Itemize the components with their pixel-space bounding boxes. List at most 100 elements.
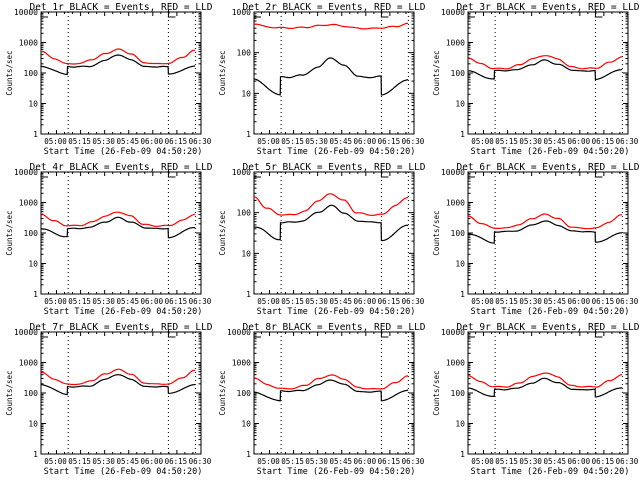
x-tick-label: 05:00 [471,457,494,466]
x-tick-label: 06:15 [592,297,615,306]
y-tick-label: 10 [455,420,465,429]
x-tick-label: 06:30 [189,297,212,306]
x-tick-label: 05:30 [519,457,542,466]
detector-panel: Det 6r BLACK = Events, RED = LLD 1 10 100 10… [432,162,640,317]
y-tick-label: 10000 [14,328,38,337]
panel-title: Det 2r BLACK = Events, RED = LLD [242,2,425,13]
x-tick-label: 05:15 [68,297,91,306]
events-series-line [40,216,196,239]
y-tick-label: 1 [246,130,251,139]
flag-trace [380,170,389,178]
panel-title: Det 4r BLACK = Events, RED = LLD [29,162,212,173]
x-tick-label: 05:45 [116,137,139,146]
y-tick-label: 1000 [446,39,465,48]
plot-frame [253,11,415,135]
x-tick-label: 05:45 [329,457,352,466]
x-axis-label: Start Time (26-Feb-09 04:50:20) [44,147,203,157]
x-axis-label: Start Time (26-Feb-09 04:50:20) [44,307,203,317]
events-series-line [467,220,623,244]
flag-trace [380,10,389,18]
flag-trace [167,10,176,18]
y-tick-label: 100 [24,229,39,238]
x-tick-label: 06:00 [141,137,164,146]
x-tick-label: 06:00 [354,457,377,466]
panel-title: Det 6r BLACK = Events, RED = LLD [456,162,639,173]
x-tick-label: 05:15 [495,457,518,466]
x-tick-label: 06:00 [568,137,591,146]
x-tick-label: 06:15 [165,297,188,306]
y-tick-label: 10000 [441,328,465,337]
y-tick-label: 100 [237,389,252,398]
y-axis-label: Counts/sec [432,370,441,415]
x-tick-label: 06:30 [402,457,425,466]
panel-title: Det 7r BLACK = Events, RED = LLD [29,322,212,333]
x-tick-label: 06:00 [141,457,164,466]
detector-panel: Det 3r BLACK = Events, RED = LLD 1 10 100 10… [432,2,640,157]
events-series-line [468,59,623,81]
x-tick-label: 06:15 [592,137,615,146]
events-series-line [253,57,409,96]
y-tick-label: 1000 [19,199,38,208]
y-tick-label: 10000 [227,328,251,337]
panel-title: Det 1r BLACK = Events, RED = LLD [29,2,212,13]
x-tick-label: 06:30 [189,137,212,146]
x-tick-label: 06:15 [592,457,615,466]
x-tick-label: 05:00 [44,297,67,306]
events-series-line [253,379,409,402]
y-tick-label: 100 [451,69,466,78]
lld-series-line [253,193,409,217]
x-tick-label: 05:00 [44,457,67,466]
panel-title: Det 5r BLACK = Events, RED = LLD [242,162,425,173]
lld-series-line [40,211,196,227]
x-tick-label: 05:45 [543,457,566,466]
x-axis-label: Start Time (26-Feb-09 04:50:20) [471,307,630,317]
x-tick-label: 06:00 [354,137,377,146]
x-tick-label: 06:30 [616,137,639,146]
plot-frame [253,331,415,455]
y-tick-label: 100 [24,389,39,398]
plot-frame [467,171,629,295]
y-tick-label: 1000 [232,359,251,368]
panel-title: Det 8r BLACK = Events, RED = LLD [242,322,425,333]
x-tick-label: 06:00 [354,297,377,306]
x-tick-label: 05:15 [68,137,91,146]
x-tick-label: 05:15 [281,457,304,466]
x-tick-label: 05:45 [543,137,566,146]
x-tick-label: 06:15 [378,457,401,466]
x-tick-label: 06:30 [402,137,425,146]
y-tick-label: 10 [28,420,38,429]
x-tick-label: 05:30 [305,297,328,306]
x-tick-label: 05:15 [495,137,518,146]
y-tick-label: 1000 [232,8,251,17]
events-series-line [40,54,196,76]
x-tick-label: 05:00 [471,297,494,306]
detector-panel: Det 4r BLACK = Events, RED = LLD 1 10 100 10… [5,162,213,317]
y-tick-label: 10 [28,260,38,269]
events-series-line [253,204,409,242]
y-tick-label: 1 [33,130,38,139]
flag-trace [594,330,603,338]
x-tick-label: 05:30 [92,297,115,306]
detector-panel: Det 1r BLACK = Events, RED = LLD 1 10 100 10… [5,2,213,157]
y-tick-label: 1 [246,290,251,299]
x-tick-label: 06:00 [568,457,591,466]
events-series-line [468,377,623,398]
y-axis-label: Counts/sec [5,210,14,255]
y-axis-label: Counts/sec [5,370,14,415]
y-tick-label: 10 [241,89,251,98]
detector-panel: Det 7r BLACK = Events, RED = LLD 1 10 100 10… [5,322,213,477]
y-tick-label: 10 [241,249,251,258]
detector-panel: Det 2r BLACK = Events, RED = LLD 1 10 100 10… [218,2,426,157]
y-tick-label: 1 [246,450,251,459]
lld-series-line [253,22,409,30]
y-tick-label: 1 [460,450,465,459]
x-tick-label: 05:00 [257,297,280,306]
detector-panel: Det 9r BLACK = Events, RED = LLD 1 10 100 10… [432,322,640,477]
y-tick-label: 1000 [19,39,38,48]
y-axis-label: Counts/sec [432,210,441,255]
y-tick-label: 10 [241,420,251,429]
x-tick-label: 05:45 [329,297,352,306]
x-tick-label: 06:30 [189,457,212,466]
x-tick-label: 05:15 [281,297,304,306]
y-tick-label: 1 [33,290,38,299]
